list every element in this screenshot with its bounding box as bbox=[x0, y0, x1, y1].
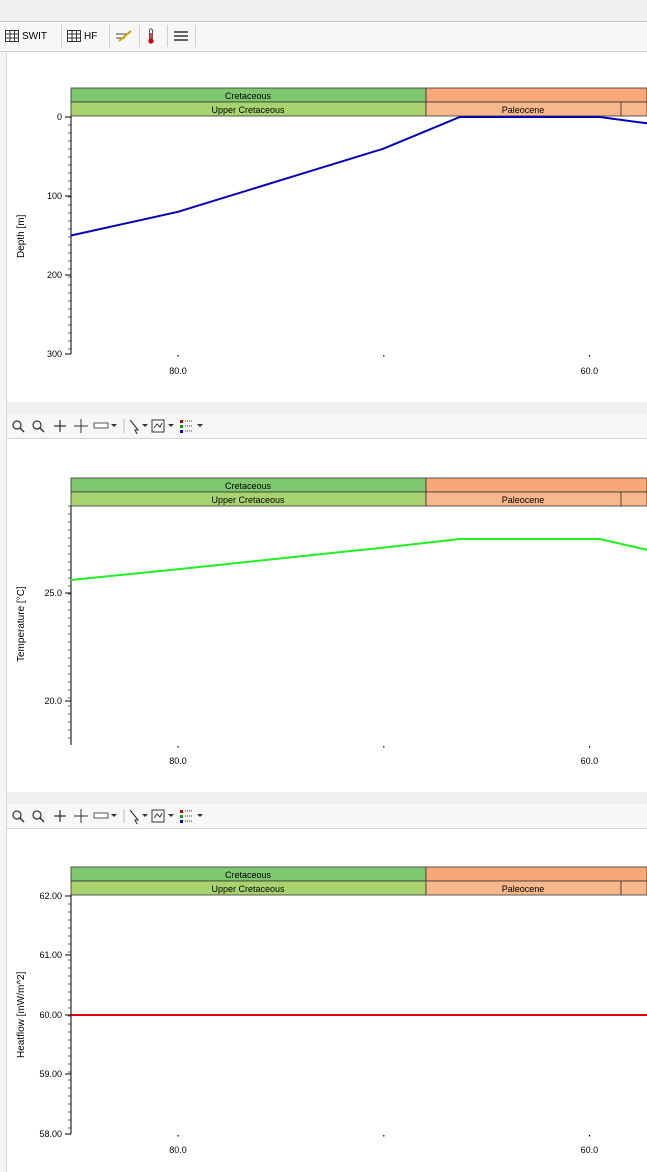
y-tick-label: 60.00 bbox=[39, 1010, 62, 1020]
series-line bbox=[70, 116, 647, 237]
x-tick-label: 60.0 bbox=[581, 756, 599, 766]
legend-icon-b bbox=[180, 815, 183, 818]
zoom-out-icon[interactable] bbox=[32, 420, 42, 430]
y-axis-label: Temperature [°C] bbox=[16, 586, 27, 662]
hf-button[interactable]: HF bbox=[64, 25, 110, 47]
pan-icon[interactable] bbox=[54, 810, 66, 822]
y-tick-label: 0 bbox=[57, 112, 62, 122]
chevron-down-icon[interactable] bbox=[197, 814, 203, 817]
zoom-out-icon-handle bbox=[39, 817, 45, 823]
chart-icon[interactable] bbox=[151, 809, 165, 823]
strat-next-epoch-bar bbox=[620, 880, 647, 896]
legend-icon-c bbox=[180, 430, 183, 433]
y-axis-label: Depth [m] bbox=[16, 214, 27, 258]
left-rail bbox=[0, 52, 7, 1172]
chevron-down-icon[interactable] bbox=[142, 424, 148, 427]
panel-separator bbox=[7, 402, 647, 414]
y-tick-label: 300 bbox=[47, 349, 62, 359]
chevron-down-icon[interactable] bbox=[168, 424, 174, 427]
chevron-down-icon[interactable] bbox=[111, 814, 117, 817]
strat-paleogene-bar bbox=[425, 87, 647, 103]
strat-epoch-label: Paleocene bbox=[502, 105, 545, 115]
y-axis-label: Heatflow [mW/m^2] bbox=[16, 971, 27, 1058]
temperature-button[interactable] bbox=[142, 25, 168, 47]
series-line bbox=[70, 538, 647, 581]
x-tick-mark bbox=[383, 746, 385, 748]
strat-epoch-label: Upper Cretaceous bbox=[211, 884, 285, 894]
zoom-out-icon-handle bbox=[39, 427, 45, 433]
strat-period-label: Cretaceous bbox=[225, 91, 272, 101]
pointer-icon[interactable] bbox=[129, 809, 140, 825]
x-tick-mark bbox=[588, 355, 591, 357]
lines-list-icon bbox=[174, 31, 188, 41]
lines-pencil-icon bbox=[116, 30, 132, 42]
x-tick-mark bbox=[177, 746, 179, 748]
zoom-in-icon[interactable] bbox=[12, 420, 22, 430]
strat-period-label: Cretaceous bbox=[225, 481, 272, 491]
x-tick-mark bbox=[383, 355, 385, 357]
y-tick-label: 25.0 bbox=[44, 588, 62, 598]
chevron-down-icon[interactable] bbox=[111, 424, 117, 427]
y-tick-label: 100 bbox=[47, 191, 62, 201]
y-tick-label: 59.00 bbox=[39, 1069, 62, 1079]
y-tick-label: 58.00 bbox=[39, 1129, 62, 1139]
x-tick-label: 80.0 bbox=[169, 756, 187, 766]
y-tick-label: 200 bbox=[47, 270, 62, 280]
strat-epoch-label: Upper Cretaceous bbox=[211, 495, 285, 505]
chart-icon-line bbox=[153, 422, 163, 429]
edit-lines-button[interactable] bbox=[112, 25, 140, 47]
chevron-down-icon[interactable] bbox=[197, 424, 203, 427]
x-tick-mark bbox=[588, 1135, 591, 1137]
strat-epoch-label: Paleocene bbox=[502, 495, 545, 505]
strat-next-epoch-bar bbox=[620, 101, 647, 117]
swit-label: SWIT bbox=[22, 30, 47, 42]
legend-icon[interactable] bbox=[180, 810, 183, 813]
crosshair-icon[interactable] bbox=[74, 809, 88, 823]
y-tick-label: 61.00 bbox=[39, 950, 62, 960]
grid-icon bbox=[5, 30, 19, 42]
pan-icon[interactable] bbox=[54, 420, 66, 432]
list-lines-button[interactable] bbox=[170, 25, 196, 47]
x-tick-label: 60.0 bbox=[581, 366, 599, 376]
ruler-icon[interactable] bbox=[93, 422, 109, 429]
zoom-in-icon-handle bbox=[19, 427, 25, 433]
x-tick-mark bbox=[177, 355, 179, 357]
x-tick-mark bbox=[383, 1135, 385, 1137]
strat-epoch-label: Paleocene bbox=[502, 884, 545, 894]
chevron-down-icon[interactable] bbox=[168, 814, 174, 817]
strat-period-label: Cretaceous bbox=[225, 870, 272, 880]
x-tick-mark bbox=[177, 1135, 179, 1137]
legend-icon-c bbox=[180, 820, 183, 823]
swit-button[interactable]: SWIT bbox=[2, 25, 62, 47]
strat-paleogene-bar bbox=[425, 477, 647, 493]
pointer-icon[interactable] bbox=[129, 419, 140, 435]
zoom-out-icon[interactable] bbox=[32, 810, 42, 820]
chart-icon-line bbox=[153, 812, 163, 819]
crosshair-icon[interactable] bbox=[74, 419, 88, 433]
chart-icon[interactable] bbox=[151, 419, 165, 433]
panel-separator bbox=[7, 792, 647, 804]
zoom-in-icon-handle bbox=[19, 817, 25, 823]
hf-label: HF bbox=[84, 30, 98, 42]
x-tick-label: 80.0 bbox=[169, 366, 187, 376]
title-strip bbox=[0, 0, 647, 22]
main-toolbar: SWIT HF bbox=[0, 22, 647, 52]
strat-epoch-label: Upper Cretaceous bbox=[211, 105, 285, 115]
zoom-in-icon[interactable] bbox=[12, 810, 22, 820]
legend-icon[interactable] bbox=[180, 420, 183, 423]
y-tick-label: 62.00 bbox=[39, 891, 62, 901]
x-tick-label: 80.0 bbox=[169, 1145, 187, 1155]
strat-paleogene-bar bbox=[425, 866, 647, 882]
y-tick-label: 20.0 bbox=[44, 696, 62, 706]
ruler-icon[interactable] bbox=[93, 812, 109, 819]
chevron-down-icon[interactable] bbox=[142, 814, 148, 817]
strat-next-epoch-bar bbox=[620, 491, 647, 507]
x-tick-label: 60.0 bbox=[581, 1145, 599, 1155]
legend-icon-b bbox=[180, 425, 183, 428]
grid-icon bbox=[67, 30, 81, 42]
thermometer-icon bbox=[148, 28, 154, 44]
x-tick-mark bbox=[588, 746, 591, 748]
